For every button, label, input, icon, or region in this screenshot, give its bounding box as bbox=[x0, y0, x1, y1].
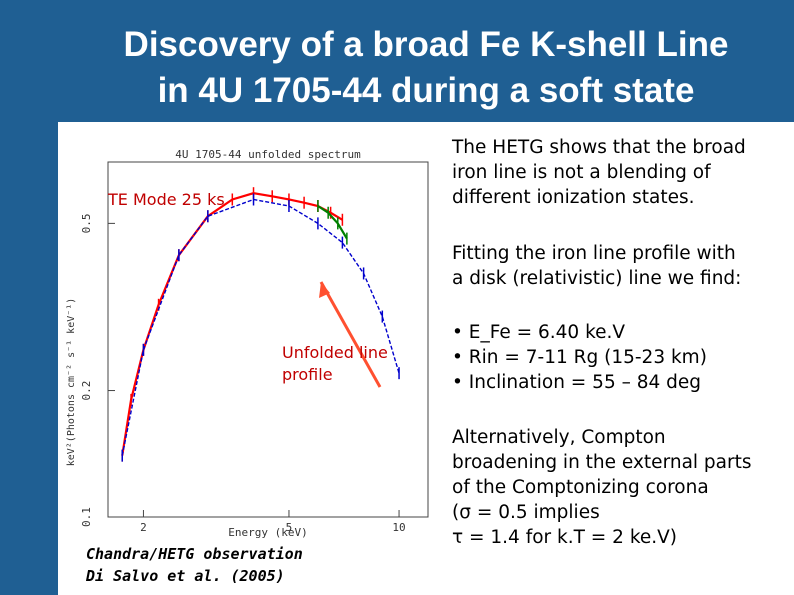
left-accent-bar bbox=[0, 0, 58, 595]
x-tick-label: 10 bbox=[392, 521, 405, 534]
spectrum-figure: 4U 1705-44 unfolded spectrum 2 5 10 0.1 0.2 0… bbox=[58, 122, 440, 595]
x-axis-label: Energy (keV) bbox=[228, 526, 307, 539]
y-axis-label: keV²(Photons cm⁻² s⁻¹ keV⁻¹) bbox=[66, 298, 77, 467]
p3-line-5: τ = 1.4 for k.T = 2 ke.V) bbox=[452, 527, 678, 548]
bullet-rin: • Rin = 7-11 Rg (15-23 km) bbox=[452, 347, 707, 368]
y-tick-label: 0.1 bbox=[80, 507, 93, 527]
series-line-1 bbox=[317, 205, 348, 240]
p2-line-2: a disk (relativistic) line we find: bbox=[452, 268, 742, 289]
p1-line-1: The HETG shows that the broad bbox=[452, 137, 746, 158]
p3-line-3: of the Comptonizing corona bbox=[452, 477, 709, 498]
p1-line-2: iron line is not a blending of bbox=[452, 162, 711, 183]
series-line-2 bbox=[121, 198, 400, 456]
plot-frame bbox=[107, 161, 429, 518]
unfolded-line-label: Unfolded line profile bbox=[282, 342, 388, 386]
mode-label: TE Mode 25 ks bbox=[108, 190, 225, 209]
x-tick-label: 2 bbox=[140, 521, 147, 534]
p3-line-1: Alternatively, Compton bbox=[452, 427, 666, 448]
spectrum-plot: 4U 1705-44 unfolded spectrum 2 5 10 0.1 0.2 0… bbox=[66, 148, 429, 539]
plot-axes-box bbox=[107, 161, 429, 518]
series-group bbox=[121, 187, 400, 462]
axis-ticks: 2 5 10 0.1 0.2 0.5 bbox=[80, 213, 406, 534]
bullet-efe: • E_Fe = 6.40 ke.V bbox=[452, 322, 626, 343]
citation-line-2: Di Salvo et al. (2005) bbox=[86, 567, 285, 585]
title-line-1: Discovery of a broad Fe K-shell Line bbox=[123, 25, 729, 64]
p1-line-3: different ionization states. bbox=[452, 187, 695, 208]
paragraph-compton: Alternatively, Compton broadening in the… bbox=[452, 425, 788, 550]
unfolded-label-line-2: profile bbox=[282, 365, 333, 384]
unfolded-label-line-1: Unfolded line bbox=[282, 343, 388, 362]
results-list: • E_Fe = 6.40 ke.V • Rin = 7-11 Rg (15-2… bbox=[452, 320, 788, 395]
p3-line-2: broadening in the external parts bbox=[452, 452, 752, 473]
paragraph-hetg: The HETG shows that the broad iron line … bbox=[452, 135, 788, 210]
y-tick-label: 0.2 bbox=[80, 381, 93, 401]
y-tick-label: 0.5 bbox=[80, 213, 93, 233]
citation-line-1: Chandra/HETG observation bbox=[86, 545, 303, 563]
title-line-2: in 4U 1705-44 during a soft state bbox=[157, 71, 695, 110]
bullet-inclination: • Inclination = 55 – 84 deg bbox=[452, 372, 702, 393]
plot-title: 4U 1705-44 unfolded spectrum bbox=[175, 148, 361, 161]
x-tick-label: 5 bbox=[286, 521, 293, 534]
annotation-arrow-head bbox=[319, 282, 330, 298]
series-line-0 bbox=[121, 192, 343, 456]
p3-line-4: (σ = 0.5 implies bbox=[452, 502, 600, 523]
title-banner bbox=[58, 0, 794, 122]
slide-title: Discovery of a broad Fe K-shell Line in … bbox=[58, 22, 794, 114]
paragraph-fitting: Fitting the iron line profile with a dis… bbox=[452, 241, 788, 291]
p2-line-1: Fitting the iron line profile with bbox=[452, 243, 736, 264]
annotation-arrow-shaft bbox=[319, 281, 382, 388]
citation: Chandra/HETG observation Di Salvo et al.… bbox=[86, 543, 303, 587]
